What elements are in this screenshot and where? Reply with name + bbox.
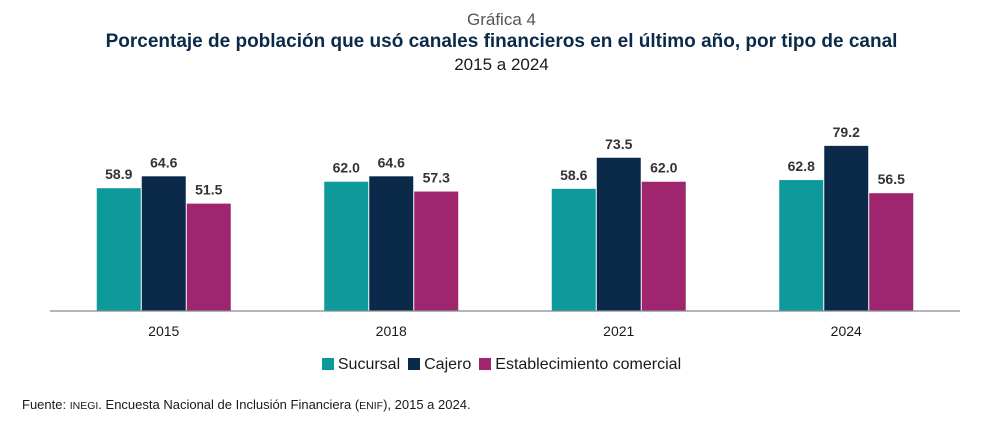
legend-swatch-establecimiento-comercial xyxy=(479,358,492,370)
legend-item-sucursal: Sucursal xyxy=(321,356,401,374)
source-abbr: ENIF xyxy=(359,400,384,412)
bar-establecimiento-comercial-2018 xyxy=(414,191,459,311)
bar-cajero-2018 xyxy=(369,176,414,311)
data-label-cajero-2015: 64.6 xyxy=(150,154,177,170)
chart-legend: Sucursal Cajero Establecimiento comercial xyxy=(0,356,1003,374)
bar-sucursal-2015 xyxy=(96,188,141,311)
bar-cajero-2024 xyxy=(824,145,869,311)
bar-chart: 58.9 64.6 51.5 2015 62.0 64.6 57.3 2018 58.6 73.5… xyxy=(50,124,960,339)
chart-supertitle: Gráfica 4 xyxy=(467,10,536,29)
data-label-establecimiento-comercial-2024: 56.5 xyxy=(878,171,905,187)
legend-label-establecimiento-comercial: Establecimiento comercial xyxy=(495,356,682,373)
data-label-sucursal-2018: 62.0 xyxy=(333,160,360,176)
legend-item-cajero: Cajero xyxy=(408,356,471,374)
bar-sucursal-2018 xyxy=(324,181,369,311)
source-suffix: ), 2015 a 2024. xyxy=(383,397,471,412)
data-label-cajero-2021: 73.5 xyxy=(605,136,632,152)
bar-cajero-2015 xyxy=(141,176,186,311)
source-note: Fuente: INEGI. Encuesta Nacional de Incl… xyxy=(22,397,471,412)
x-tick-label-2018: 2018 xyxy=(376,323,407,339)
bar-establecimiento-comercial-2021 xyxy=(641,181,686,311)
data-label-establecimiento-comercial-2018: 57.3 xyxy=(423,170,450,186)
bar-establecimiento-comercial-2015 xyxy=(186,203,231,311)
bar-cajero-2021 xyxy=(596,157,641,311)
chart-header: Gráfica 4 Porcentaje de población que us… xyxy=(0,10,1003,76)
x-tick-label-2021: 2021 xyxy=(603,323,634,339)
chart-subtitle: 2015 a 2024 xyxy=(454,55,549,74)
legend-label-cajero: Cajero xyxy=(424,356,472,373)
legend-item-establecimiento-comercial: Establecimiento comercial xyxy=(479,356,681,374)
data-label-establecimiento-comercial-2021: 62.0 xyxy=(650,160,677,176)
source-org: INEGI xyxy=(69,400,99,412)
data-label-sucursal-2015: 58.9 xyxy=(105,166,132,182)
x-tick-label-2015: 2015 xyxy=(148,323,179,339)
legend-swatch-cajero xyxy=(408,358,421,370)
data-label-cajero-2018: 64.6 xyxy=(378,154,405,170)
chart-title: Porcentaje de población que usó canales … xyxy=(105,31,898,52)
data-label-establecimiento-comercial-2015: 51.5 xyxy=(195,182,222,198)
bar-sucursal-2024 xyxy=(779,180,824,311)
x-tick-label-2024: 2024 xyxy=(831,323,862,339)
legend-label-sucursal: Sucursal xyxy=(337,356,401,373)
data-label-sucursal-2024: 62.8 xyxy=(788,158,815,174)
data-label-sucursal-2021: 58.6 xyxy=(560,167,587,183)
bar-sucursal-2021 xyxy=(551,188,596,311)
bar-establecimiento-comercial-2024 xyxy=(869,193,914,311)
source-prefix: Fuente: xyxy=(22,397,70,412)
legend-swatch-sucursal xyxy=(321,358,334,370)
source-text: . Encuesta Nacional de Inclusión Financi… xyxy=(98,397,360,412)
data-label-cajero-2024: 79.2 xyxy=(833,124,860,140)
